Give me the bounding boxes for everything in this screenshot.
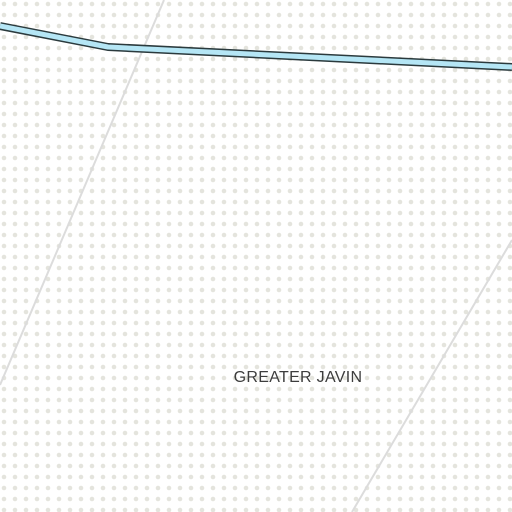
road-left-diagonal	[0, 0, 165, 386]
waterway-channel	[0, 23, 512, 70]
place-label-greater-javin[interactable]: GREATER JAVIN	[234, 369, 363, 386]
road-right-diagonal	[351, 239, 512, 512]
